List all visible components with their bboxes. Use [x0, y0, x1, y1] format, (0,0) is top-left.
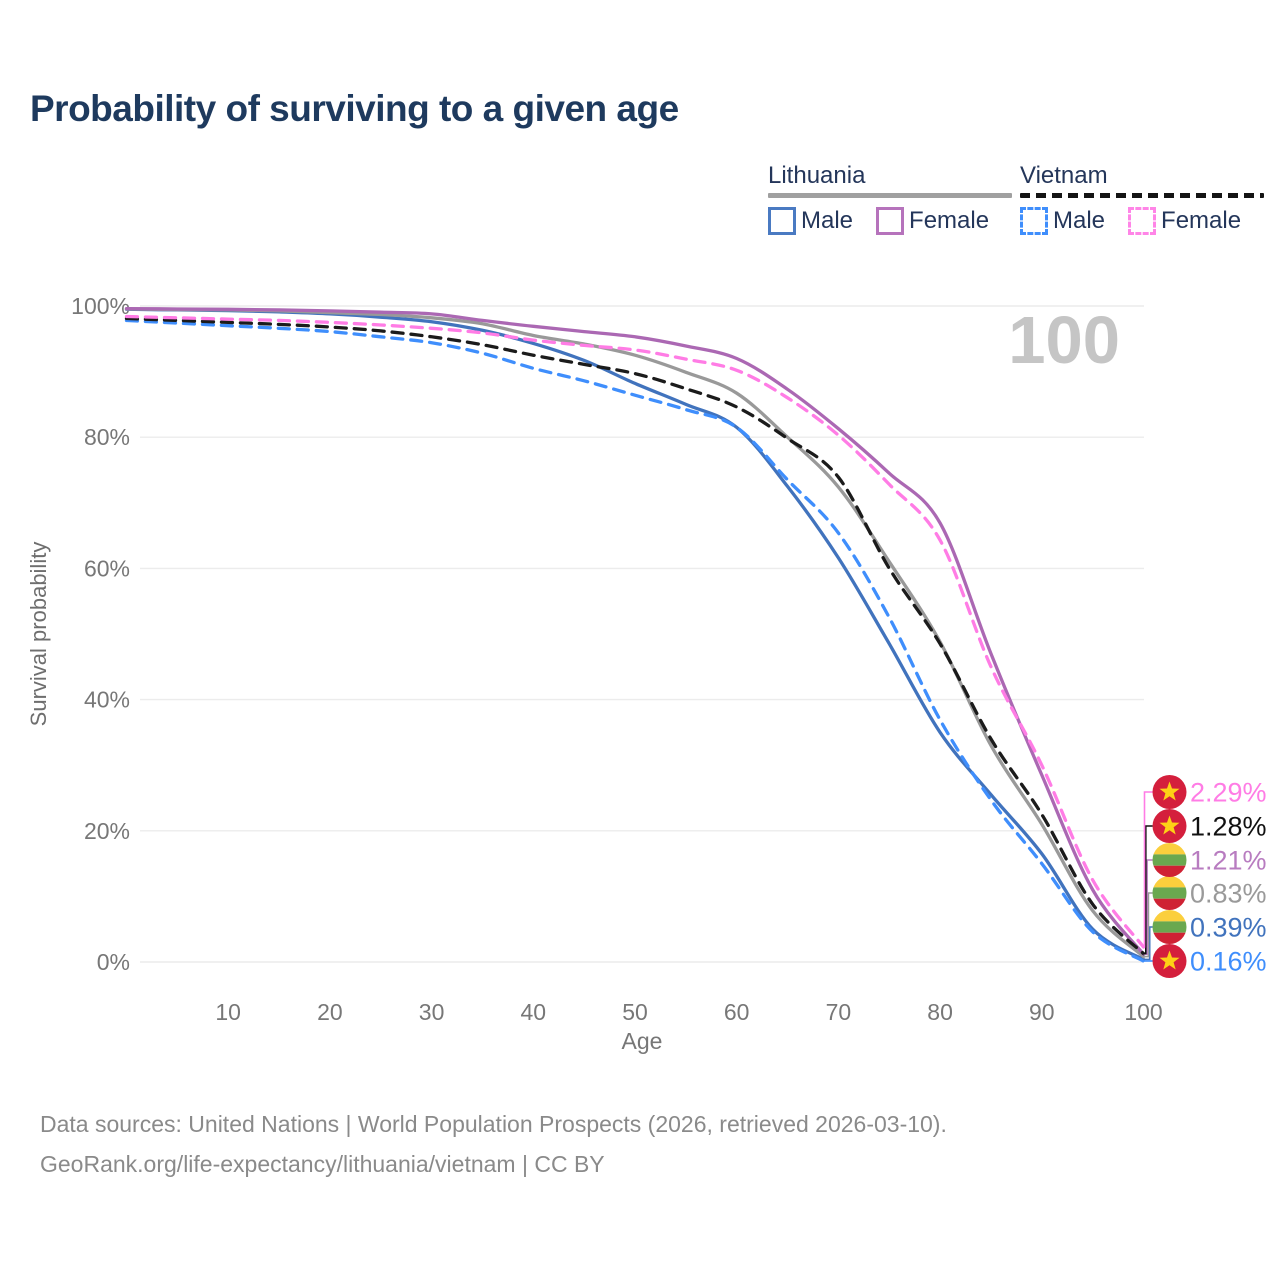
legend-country-vietnam: Vietnam — [1020, 162, 1108, 189]
y-tick-20%: 20% — [84, 818, 130, 844]
end-label-vietnam-male: 0.16% — [1190, 947, 1267, 977]
source-line-1: Data sources: United Nations | World Pop… — [40, 1111, 947, 1137]
age-counter-watermark: 100 — [1008, 303, 1120, 378]
legend-swatch-vietnam-male[interactable] — [1020, 207, 1048, 235]
lithuania-stripe-green — [1152, 887, 1187, 899]
legend-label-vietnam-male: Male — [1053, 207, 1106, 234]
legend-item-lithuania-female[interactable]: Female — [876, 207, 989, 235]
end-label-vietnam-female: 2.29% — [1190, 778, 1267, 808]
lithuania-stripe-red — [1152, 932, 1187, 944]
curve-vietnam-female — [124, 314, 1146, 949]
legend-line-sample-vietnam — [1020, 193, 1265, 198]
end-connector-lithuania-total — [1143, 892, 1153, 958]
y-tick-100%: 100% — [71, 293, 130, 319]
legend-item-vietnam-male[interactable]: Male — [1020, 207, 1105, 235]
flag-icon-vietnam — [1152, 944, 1187, 978]
x-tick-70: 70 — [826, 999, 852, 1025]
chart-title: Probability of surviving to a given age — [30, 88, 679, 129]
curve-lithuania-total — [124, 307, 1146, 959]
x-axis-title: Age — [622, 1028, 663, 1054]
vietnam-star — [1159, 781, 1180, 801]
lithuania-stripe-red — [1152, 898, 1187, 910]
end-label-lithuania-male: 0.39% — [1190, 913, 1267, 943]
x-tick-100: 100 — [1124, 999, 1162, 1025]
y-tick-60%: 60% — [84, 555, 130, 581]
curve-vietnam-male — [124, 318, 1146, 963]
flag-icon-lithuania — [1152, 876, 1187, 910]
y-tick-0%: 0% — [97, 949, 130, 975]
y-tick-40%: 40% — [84, 687, 130, 713]
legend-line-sample-lithuania — [768, 193, 1013, 198]
source-line-2: GeoRank.org/life-expectancy/lithuania/vi… — [40, 1151, 605, 1177]
lithuania-stripe-yellow — [1152, 843, 1187, 855]
y-axis-title: Survival probability — [26, 542, 51, 727]
x-tick-90: 90 — [1029, 999, 1055, 1025]
curve-lithuania-female — [124, 306, 1146, 956]
curve-lithuania-male — [124, 307, 1146, 962]
source-note: Data sources: United Nations | World Pop… — [40, 1104, 947, 1184]
legend-item-lithuania-male[interactable]: Male — [768, 207, 853, 235]
flag-icon-vietnam — [1152, 775, 1187, 809]
vietnam-star — [1159, 950, 1180, 970]
x-tick-60: 60 — [724, 999, 750, 1025]
end-label-lithuania-female: 1.21% — [1190, 846, 1267, 876]
flag-icon-lithuania — [1152, 843, 1187, 877]
legend-group-vietnam: Vietnam Male Female — [1020, 162, 1265, 235]
y-tick-80%: 80% — [84, 424, 130, 450]
x-tick-30: 30 — [419, 999, 445, 1025]
legend-item-vietnam-female[interactable]: Female — [1128, 207, 1241, 235]
curve-vietnam-total — [124, 316, 1146, 956]
lithuania-stripe-yellow — [1152, 910, 1187, 922]
end-label-vietnam-total: 1.28% — [1190, 812, 1267, 842]
legend-label-lithuania-female: Female — [909, 207, 990, 234]
end-connector-lithuania-male — [1143, 926, 1153, 961]
lithuania-stripe-green — [1152, 921, 1187, 933]
lithuania-stripe-red — [1152, 865, 1187, 877]
flag-icon-lithuania — [1152, 910, 1187, 944]
x-tick-80: 80 — [927, 999, 953, 1025]
end-connector-vietnam-total — [1143, 825, 1153, 955]
lithuania-stripe-yellow — [1152, 876, 1187, 888]
x-tick-40: 40 — [521, 999, 547, 1025]
legend-swatch-lithuania-female[interactable] — [876, 207, 905, 235]
legend-label-vietnam-female: Female — [1161, 207, 1242, 234]
legend-swatch-lithuania-male[interactable] — [768, 207, 796, 235]
x-tick-10: 10 — [215, 999, 241, 1025]
x-tick-50: 50 — [622, 999, 648, 1025]
legend-group-lithuania: Lithuania Male Female — [768, 162, 1013, 235]
end-label-lithuania-total: 0.83% — [1190, 879, 1267, 909]
flag-icon-vietnam — [1152, 809, 1187, 843]
vietnam-star — [1159, 815, 1180, 835]
lithuania-stripe-green — [1152, 854, 1187, 866]
legend-label-lithuania-male: Male — [801, 207, 854, 234]
x-tick-20: 20 — [317, 999, 343, 1025]
legend-swatch-vietnam-female[interactable] — [1128, 207, 1157, 235]
legend-country-lithuania: Lithuania — [768, 162, 866, 189]
end-connector-vietnam-female — [1143, 791, 1153, 948]
